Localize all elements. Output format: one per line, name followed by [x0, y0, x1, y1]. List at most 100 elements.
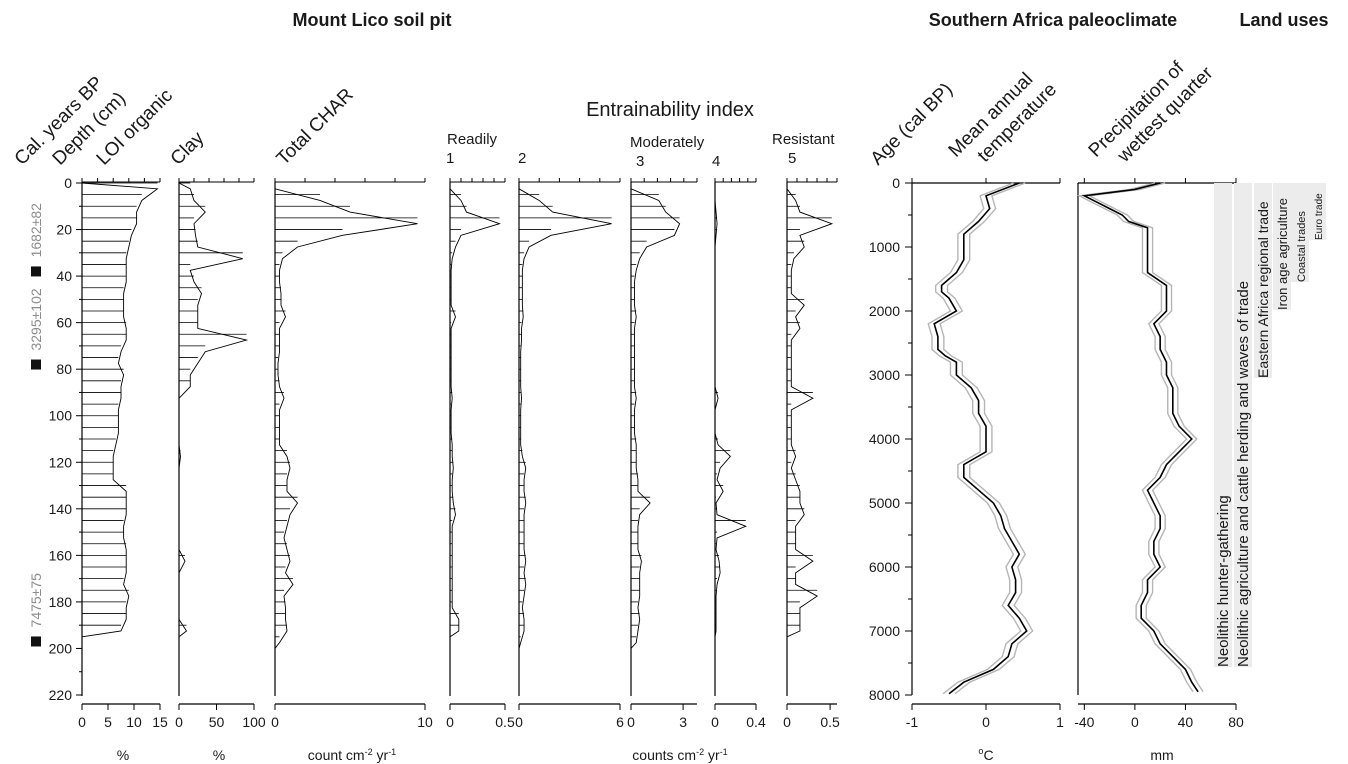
bottom-tick-label: 15: [152, 714, 168, 730]
bar-outline: [449, 183, 501, 638]
panel-3: 0 10: [271, 178, 433, 730]
class-5-number: 5: [788, 150, 796, 167]
bottom-tick-label: 50: [209, 714, 225, 730]
land-use-label: Euro trade: [1314, 193, 1325, 240]
panel-8: 0 0.5: [783, 178, 840, 730]
bar-panels: 0204060801001201401601802002201682±82329…: [28, 175, 840, 730]
age-tick-label: 8000: [869, 687, 900, 703]
bottom-tick-label: -40: [1074, 714, 1094, 730]
age-tick-label: 2000: [869, 303, 900, 319]
bottom-tick-label: 10: [126, 714, 142, 730]
char-label: Total CHAR: [273, 85, 358, 170]
land-use-band: [1273, 183, 1291, 310]
bottom-tick-label: 0: [627, 714, 635, 730]
date-marker: [31, 636, 41, 647]
soil-pit-title: Mount Lico soil pit: [293, 10, 452, 30]
loi-unit: %: [117, 747, 129, 763]
series-line: [933, 182, 1028, 695]
precipitation-panel: -40 0 40 80: [1074, 178, 1244, 730]
bottom-tick-label: 0: [783, 714, 791, 730]
bottom-tick-label: 0: [711, 714, 719, 730]
depth-tick-label: 60: [56, 315, 72, 331]
age-tick-label: 5000: [869, 495, 900, 511]
depth-tick-label: 40: [56, 268, 72, 284]
series-line: [1081, 182, 1199, 693]
class-2-number: 2: [518, 150, 526, 167]
age-tick-label: 6000: [869, 559, 900, 575]
resistant-label: Resistant: [772, 131, 835, 148]
bottom-tick-label: -1: [906, 714, 919, 730]
climate-panels: 0 1000 2000 3000 4000 5000 6000 7000 8000 -1 0 1 -40…: [869, 175, 1244, 730]
bar-outline: [274, 183, 418, 649]
counts-unit: counts cm-2 yr-1: [632, 747, 727, 763]
envelope-high: [939, 182, 1034, 695]
depth-tick-label: 80: [56, 361, 72, 377]
bottom-tick-label: 10: [417, 714, 433, 730]
bottom-tick-label: 5: [104, 714, 112, 730]
class-3-number: 3: [636, 153, 644, 170]
panel-1: 0 5 10 15: [78, 178, 168, 730]
bottom-tick-label: 80: [1228, 714, 1244, 730]
bottom-tick-label: 0: [175, 714, 183, 730]
bottom-tick-label: 0: [1131, 714, 1139, 730]
bottom-tick-label: 1: [1056, 714, 1064, 730]
age-axis: 0 1000 2000 3000 4000 5000 6000 7000 8000: [869, 175, 913, 703]
date-marker: [31, 359, 41, 370]
land-use-label: Eastern Africa regional trade: [1255, 201, 1271, 378]
moderately-label: Moderately: [630, 134, 705, 151]
bottom-tick-label: 0: [271, 714, 279, 730]
depth-tick-label: 20: [56, 222, 72, 238]
bottom-tick-label: 100: [242, 714, 266, 730]
bar-outline: [786, 183, 834, 638]
bottom-tick-label: 0: [515, 714, 523, 730]
bottom-tick-label: 0.5: [820, 714, 840, 730]
paleoclimate-title: Southern Africa paleoclimate: [929, 10, 1177, 30]
bottom-tick-label: 0.4: [746, 714, 766, 730]
land-use-band: [1308, 183, 1326, 240]
readily-label: Readily: [447, 131, 498, 148]
date-label: 1682±82: [28, 203, 44, 258]
clay-unit: %: [213, 747, 225, 763]
land-use-label: Coastal trades: [1296, 211, 1308, 282]
bar-outline: [178, 182, 249, 638]
bar-outline: [630, 183, 681, 649]
land-use-band: [1291, 183, 1309, 282]
age-tick-label: 0: [892, 175, 900, 191]
land-use-band: [1254, 183, 1272, 378]
bar-outline: [518, 183, 612, 649]
land-use-label: Iron age agriculture: [1275, 198, 1290, 310]
bar-outline: [81, 182, 159, 638]
land-use-band: [1214, 183, 1232, 667]
clay-label: Clay: [167, 127, 209, 169]
precip-unit: mm: [1150, 747, 1173, 763]
age-tick-label: 1000: [869, 239, 900, 255]
depth-tick-label: 160: [49, 547, 73, 563]
envelope-low: [1076, 182, 1194, 693]
temperature-panel: -1 0 1: [906, 178, 1064, 730]
land-uses-panel: Neolithic hunter-gathering Neolithic agri…: [1214, 183, 1326, 667]
date-label: 3295±102: [28, 288, 44, 350]
class-4-number: 4: [712, 153, 720, 170]
bottom-tick-label: 0: [78, 714, 86, 730]
land-use-band: [1234, 183, 1252, 667]
date-label: 7475±75: [28, 573, 44, 628]
bottom-tick-label: 0: [982, 714, 990, 730]
entrainability-title: Entrainability index: [586, 99, 754, 121]
bar-outline: [714, 183, 747, 637]
land-use-label: Neolithic hunter-gathering: [1215, 495, 1232, 667]
age-tick-label: 7000: [869, 623, 900, 639]
date-marker: [31, 266, 41, 277]
land-use-label: Neolithic agriculture and cattle herding…: [1235, 281, 1252, 667]
envelope-low: [927, 182, 1022, 695]
bottom-tick-label: 0.5: [495, 714, 515, 730]
age-label: Age (cal BP): [867, 79, 957, 169]
bottom-tick-label: 6: [616, 714, 624, 730]
bottom-tick-label: 40: [1178, 714, 1194, 730]
panel-7: 0 0.4: [711, 178, 766, 730]
char-unit: count cm-2 yr-1: [308, 747, 396, 763]
class-1-number: 1: [446, 150, 454, 167]
depth-axis: 0 20 40 60 80 100 120 140 160 180 200 220: [49, 175, 82, 703]
